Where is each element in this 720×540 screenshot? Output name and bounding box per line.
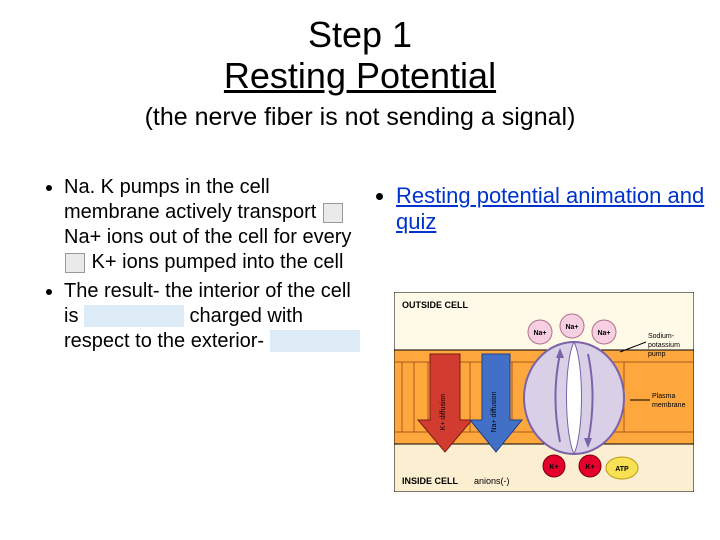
atp: ATP [606, 457, 638, 479]
subtitle: (the nerve fiber is not sending a signal… [0, 103, 720, 132]
svg-text:K+: K+ [549, 464, 558, 471]
diagram-svg: K+ diffusion Na+ diffusion Na+ [394, 292, 694, 492]
outside-label: OUTSIDE CELL [402, 300, 469, 310]
right-bullet-list: Resting potential animation and quiz [370, 183, 720, 236]
bullet-1-text-b: Na+ ions out of the cell for every [64, 226, 351, 248]
title-line-2: Resting Potential [0, 55, 720, 96]
svg-text:Sodium-: Sodium- [648, 333, 675, 340]
svg-text:Na+: Na+ [597, 330, 610, 337]
anions-label: anions(-) [474, 476, 510, 486]
bullet-1: Na. K pumps in the cell membrane activel… [64, 175, 360, 275]
redact-box-1 [84, 305, 184, 327]
bullet-1-text-a: Na. K pumps in the cell membrane activel… [64, 176, 322, 223]
bullet-2: The result- the interior of the cell is … [64, 279, 360, 354]
svg-text:membrane: membrane [652, 402, 686, 409]
svg-text:Na+: Na+ [533, 330, 546, 337]
svg-text:potassium: potassium [648, 342, 680, 349]
left-column: Na. K pumps in the cell membrane activel… [0, 175, 360, 358]
svg-text:ATP: ATP [615, 466, 629, 473]
redact-box-2 [270, 330, 360, 352]
resting-potential-link[interactable]: Resting potential animation and quiz [396, 183, 704, 234]
blank-box-1 [323, 203, 343, 223]
title-block: Step 1 Resting Potential [0, 0, 720, 97]
svg-text:K+: K+ [585, 464, 594, 471]
sodium-potassium-pump [524, 342, 624, 454]
right-bullet-1: Resting potential animation and quiz [396, 183, 720, 236]
k-diff-label: K+ diffusion [440, 394, 447, 431]
slide: Step 1 Resting Potential (the nerve fibe… [0, 0, 720, 540]
membrane-diagram: K+ diffusion Na+ diffusion Na+ [394, 292, 694, 492]
svg-text:pump: pump [648, 351, 666, 358]
blank-box-2 [65, 253, 85, 273]
na-diff-label: Na+ diffusion [491, 391, 498, 432]
inside-label: INSIDE CELL [402, 476, 459, 486]
svg-text:Na+: Na+ [565, 324, 578, 331]
svg-text:Plasma: Plasma [652, 393, 675, 400]
left-bullet-list: Na. K pumps in the cell membrane activel… [40, 175, 360, 354]
bullet-1-text-c: K+ ions pumped into the cell [86, 251, 343, 273]
title-line-1: Step 1 [0, 14, 720, 55]
